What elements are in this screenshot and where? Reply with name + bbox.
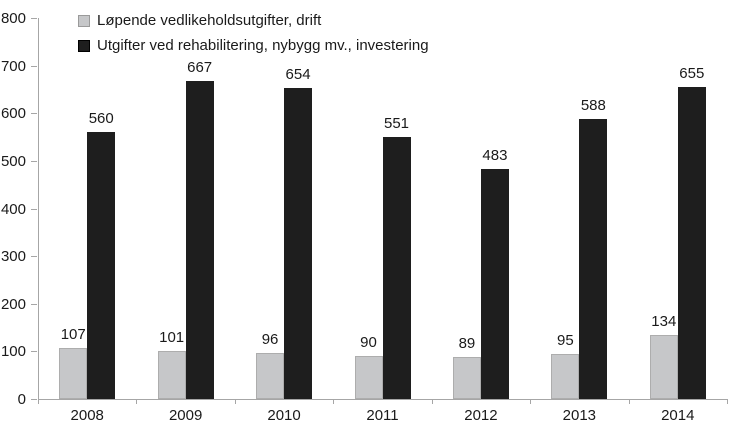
x-axis-category-label: 2013 bbox=[562, 407, 597, 424]
y-axis-tick-label: 500 bbox=[0, 152, 26, 170]
bar-drift-2011 bbox=[354, 356, 383, 399]
bar-value-label: 655 bbox=[679, 65, 705, 83]
bar-investering-2012 bbox=[480, 168, 509, 399]
legend-swatch-gray-icon bbox=[78, 14, 90, 27]
legend: Løpende vedlikeholdsutgifter, drift Utgi… bbox=[78, 8, 429, 58]
y-axis-tick-label: 700 bbox=[0, 57, 26, 75]
bar-investering-2008 bbox=[87, 132, 116, 399]
x-axis-line bbox=[38, 399, 728, 400]
y-axis-tick-mark bbox=[31, 256, 37, 258]
bar-drift-2010 bbox=[256, 353, 285, 399]
x-axis-tick-mark bbox=[136, 400, 138, 404]
y-axis-tick-label: 0 bbox=[17, 391, 26, 408]
y-axis-tick-mark bbox=[31, 399, 37, 400]
y-axis-tick-mark bbox=[31, 303, 37, 305]
x-axis-tick-mark bbox=[333, 400, 335, 404]
legend-item-drift: Løpende vedlikeholdsutgifter, drift bbox=[78, 8, 429, 33]
y-axis-tick-mark bbox=[31, 18, 37, 19]
bar-drift-2009 bbox=[157, 350, 186, 399]
x-axis-category-label: 2012 bbox=[464, 407, 498, 424]
bar-value-label: 95 bbox=[557, 331, 574, 349]
bar-value-label: 134 bbox=[651, 313, 677, 331]
bar-value-label: 96 bbox=[261, 331, 279, 349]
x-axis-tick-mark bbox=[628, 400, 630, 404]
y-axis-tick-label: 200 bbox=[0, 295, 26, 313]
bar-investering-2014 bbox=[677, 87, 706, 399]
bar-value-label: 551 bbox=[383, 114, 410, 132]
bar-value-label: 560 bbox=[88, 110, 114, 128]
y-axis-tick-mark bbox=[31, 160, 37, 162]
y-axis-tick-mark bbox=[31, 351, 37, 353]
bar-drift-2014 bbox=[649, 335, 678, 399]
bar-drift-2008 bbox=[59, 348, 88, 399]
y-axis-tick-label: 800 bbox=[0, 10, 26, 27]
y-axis-line bbox=[38, 18, 39, 399]
y-axis-tick-label: 600 bbox=[0, 105, 26, 123]
bar-investering-2011 bbox=[382, 136, 411, 399]
y-axis-tick-mark bbox=[31, 65, 37, 67]
legend-swatch-black-icon bbox=[78, 39, 90, 52]
bar-value-label: 89 bbox=[458, 334, 476, 352]
y-axis-tick-label: 400 bbox=[0, 200, 26, 218]
bar-investering-2009 bbox=[185, 81, 214, 399]
x-axis-tick-mark bbox=[727, 400, 728, 404]
bar-value-label: 588 bbox=[580, 96, 606, 114]
y-axis-tick-label: 300 bbox=[0, 248, 26, 266]
bar-value-label: 101 bbox=[159, 328, 185, 346]
y-axis-tick-mark bbox=[31, 208, 37, 210]
bar-value-label: 667 bbox=[187, 59, 213, 77]
x-axis-category-label: 2014 bbox=[661, 407, 695, 424]
legend-label-investering: Utgifter ved rehabilitering, nybygg mv.,… bbox=[97, 37, 429, 54]
x-axis-category-label: 2009 bbox=[168, 407, 203, 424]
bar-value-label: 107 bbox=[60, 326, 86, 344]
y-axis-tick-label: 100 bbox=[0, 343, 26, 361]
bar-investering-2013 bbox=[579, 118, 608, 399]
x-axis-tick-mark bbox=[38, 400, 39, 404]
bar-investering-2010 bbox=[284, 87, 313, 399]
x-axis-category-label: 2008 bbox=[70, 407, 104, 424]
bar-drift-2012 bbox=[452, 356, 481, 399]
legend-item-investering: Utgifter ved rehabilitering, nybygg mv.,… bbox=[78, 33, 429, 58]
x-axis-category-label: 2010 bbox=[267, 407, 301, 424]
legend-label-drift: Løpende vedlikeholdsutgifter, drift bbox=[97, 12, 322, 29]
y-axis-tick-mark bbox=[31, 113, 37, 115]
x-axis-tick-mark bbox=[234, 400, 236, 404]
x-axis-category-label: 2011 bbox=[366, 407, 399, 424]
bar-value-label: 483 bbox=[482, 146, 508, 164]
x-axis-tick-mark bbox=[431, 400, 433, 404]
bar-drift-2013 bbox=[551, 353, 580, 399]
bar-value-label: 90 bbox=[360, 334, 377, 352]
bar-value-label: 654 bbox=[285, 65, 311, 83]
x-axis-tick-mark bbox=[530, 400, 532, 404]
